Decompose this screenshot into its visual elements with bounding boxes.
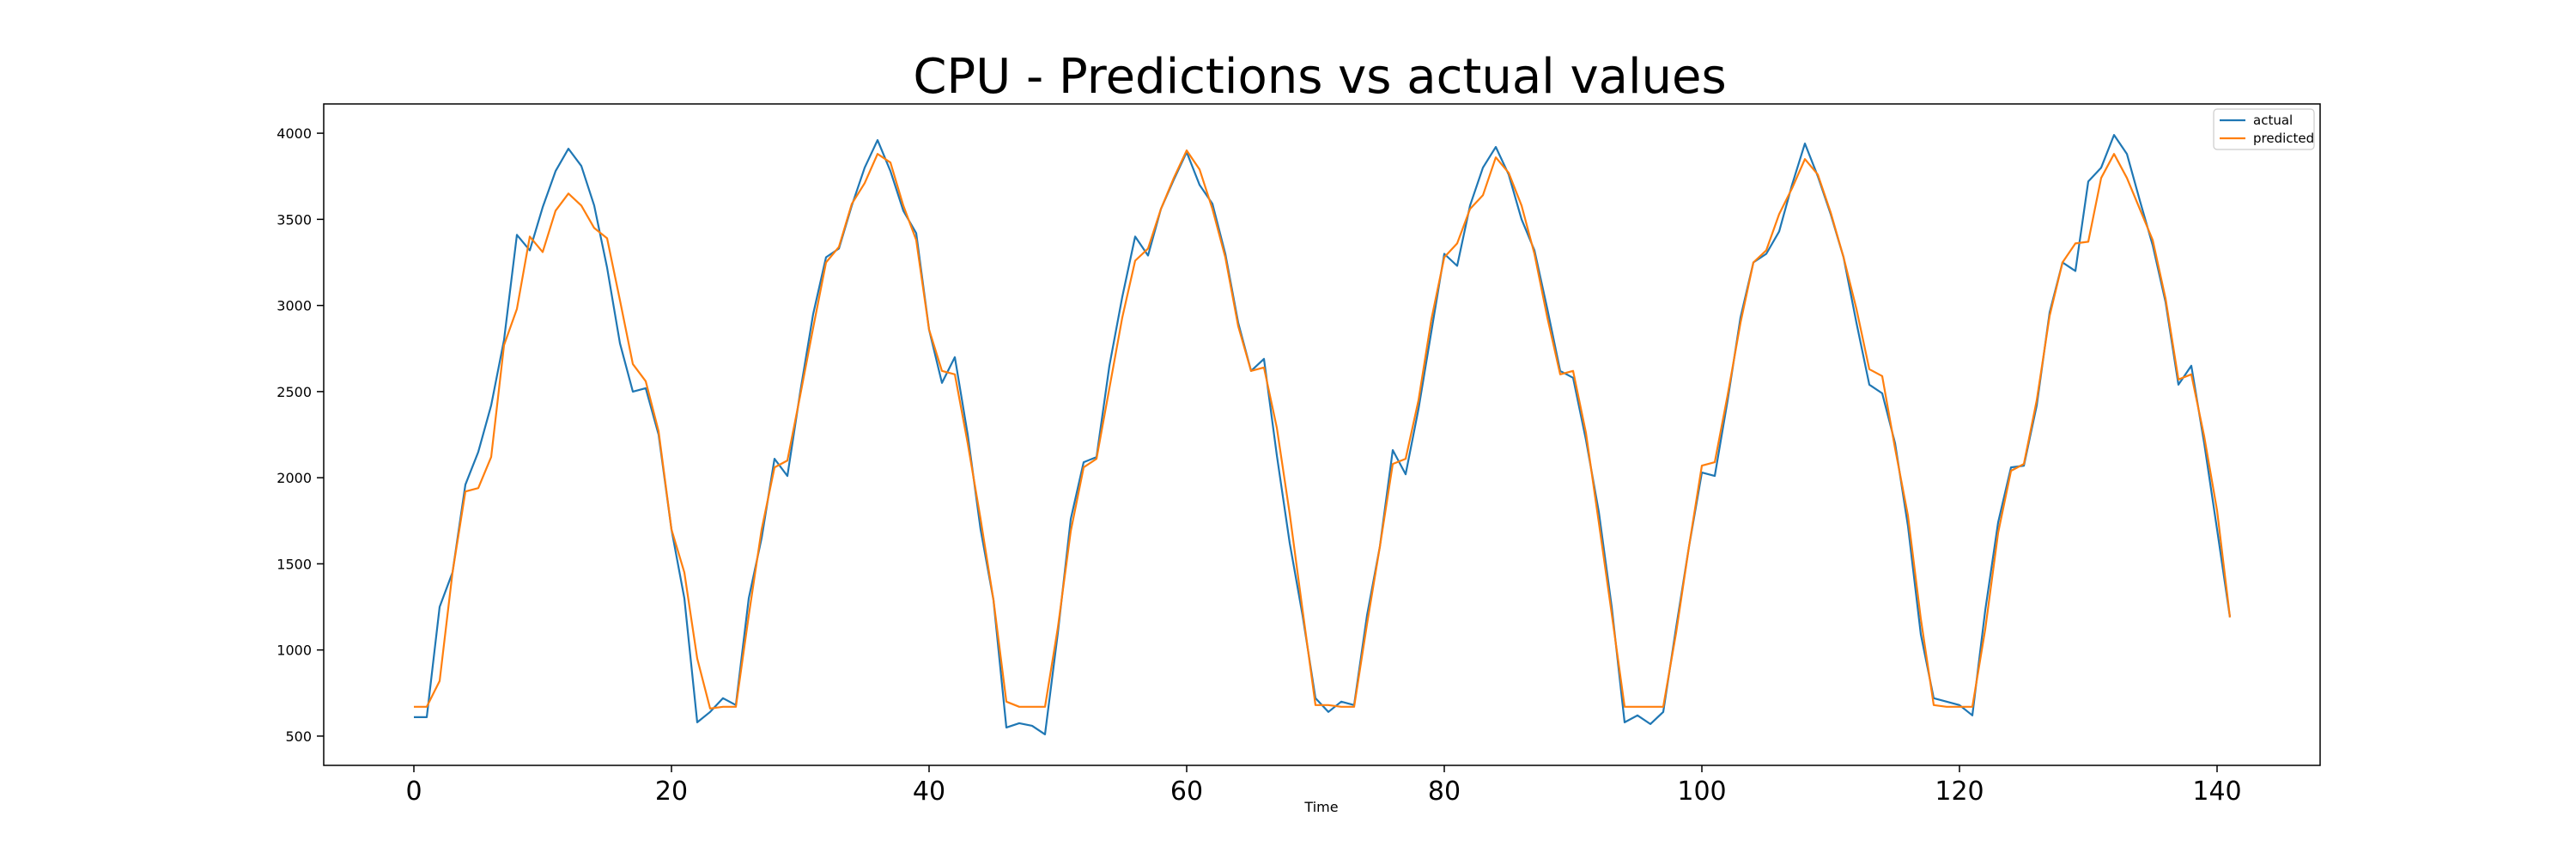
y-axis: 500 1000 1500 2000 2500 3000 3500 4000 [276, 125, 324, 745]
x-tick-label: 120 [1935, 777, 1984, 807]
y-tick-label: 2000 [276, 470, 312, 486]
plot-lines [414, 134, 2232, 736]
x-tick-label: 100 [1677, 777, 1726, 807]
x-tick-label: 140 [2192, 777, 2241, 807]
x-tick-label: 0 [405, 777, 422, 807]
legend-box [2213, 108, 2315, 150]
legend-label-predicted: predicted [2253, 131, 2314, 146]
y-tick-label: 500 [285, 728, 312, 745]
chart-title: CPU - Predictions vs actual values [913, 49, 1726, 105]
x-axis-label: Time [1303, 799, 1338, 815]
x-tick-label: 80 [1428, 777, 1461, 807]
y-tick-label: 1000 [276, 643, 312, 659]
y-tick-label: 4000 [276, 125, 312, 142]
x-tick-label: 60 [1170, 777, 1203, 807]
x-tick-label: 20 [655, 777, 688, 807]
y-tick-label: 3000 [276, 298, 312, 314]
plot-frame [323, 103, 2321, 766]
y-tick-label: 3500 [276, 211, 312, 228]
legend-label-actual: actual [2253, 113, 2293, 128]
series-line-predicted [414, 149, 2232, 710]
legend: actual predicted [2213, 108, 2315, 150]
x-axis: 0 20 40 60 80 100 120 140 [405, 765, 2242, 807]
y-tick-label: 1500 [276, 556, 312, 572]
x-tick-label: 40 [913, 777, 945, 807]
y-tick-label: 2500 [276, 384, 312, 400]
